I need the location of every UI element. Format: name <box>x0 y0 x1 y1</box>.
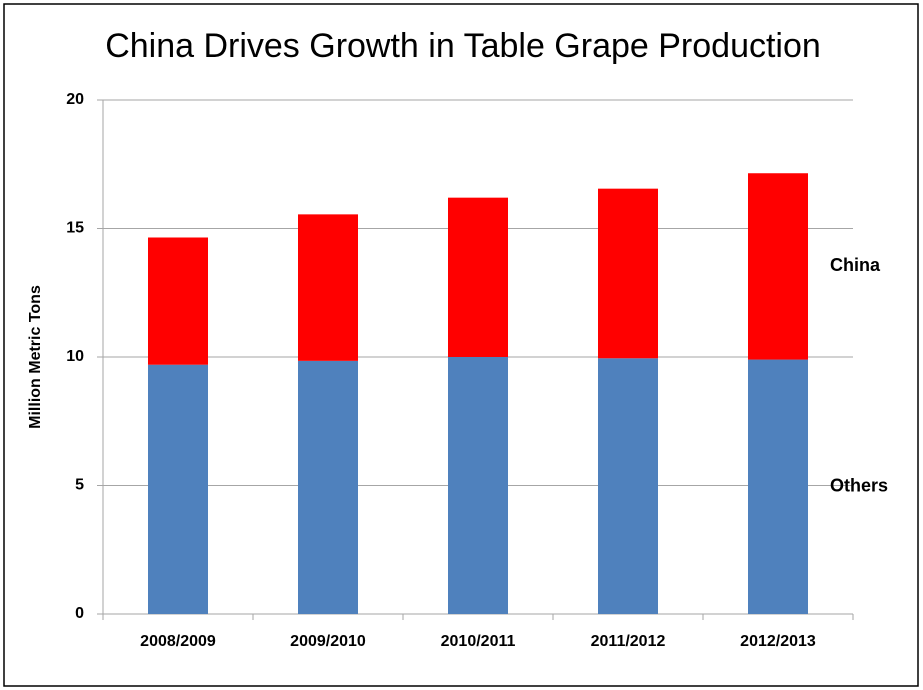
bar-segment <box>148 364 208 614</box>
series-label: Others <box>830 476 888 496</box>
x-tick-label: 2009/2010 <box>290 633 366 650</box>
y-tick-label: 0 <box>75 605 84 622</box>
chart-title: China Drives Growth in Table Grape Produ… <box>105 27 821 65</box>
y-tick-label: 5 <box>75 477 84 494</box>
x-tick-label: 2012/2013 <box>740 633 816 650</box>
bar-segment <box>298 360 358 614</box>
y-tick-label: 10 <box>66 348 84 365</box>
x-tick-label: 2011/2012 <box>591 633 666 650</box>
series-label: China <box>830 255 881 275</box>
bar-segment <box>748 173 808 360</box>
y-tick-label: 20 <box>66 91 84 108</box>
bar-segment <box>298 214 358 361</box>
bar-segment <box>748 359 808 614</box>
bar-segment <box>598 188 658 359</box>
y-tick-label: 15 <box>66 220 84 237</box>
y-axis-title: Million Metric Tons <box>27 285 44 429</box>
bar-segment <box>148 237 208 365</box>
x-tick-label: 2010/2011 <box>441 633 516 650</box>
bar-segment <box>448 197 508 357</box>
bar-segment <box>448 357 508 614</box>
bar-segment <box>598 358 658 614</box>
x-tick-label: 2008/2009 <box>140 633 216 650</box>
